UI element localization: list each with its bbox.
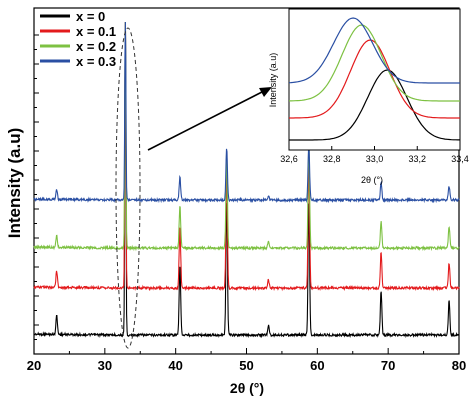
legend-label: x = 0.2 xyxy=(76,39,116,54)
legend-label: x = 0 xyxy=(76,9,105,24)
x-tick-label: 30 xyxy=(98,358,112,373)
x-tick-label: 60 xyxy=(310,358,324,373)
xrd-trace xyxy=(33,21,460,252)
inset-x-tick-label: 32,6 xyxy=(280,154,298,164)
inset-trace xyxy=(288,17,460,84)
inset-x-tick-label: 33,0 xyxy=(366,154,384,164)
inset-x-label: 2θ (°) xyxy=(361,175,383,185)
peak-highlight-ellipse xyxy=(115,27,141,349)
main-traces xyxy=(33,21,460,339)
main-x-ticks: 20 30 40 50 60 70 80 xyxy=(27,348,466,373)
legend-label: x = 0.1 xyxy=(76,24,116,39)
zoom-arrow-head xyxy=(259,87,272,97)
x-tick-label: 20 xyxy=(27,358,41,373)
legend: x = 0x = 0.1x = 0.2x = 0.3 xyxy=(40,9,116,69)
inset-trace xyxy=(289,69,460,141)
inset-x-ticks: 32,6 32,8 33,0 33,2 33,4 xyxy=(280,146,469,164)
legend-label: x = 0.3 xyxy=(76,54,116,69)
zoom-arrow xyxy=(147,91,263,151)
xrd-trace xyxy=(33,21,460,292)
inset-trace xyxy=(289,24,460,102)
inset-trace xyxy=(289,39,460,119)
main-y-label: Intensity (a.u) xyxy=(5,128,24,239)
inset-y-label: Intensity (a.u) xyxy=(268,53,278,108)
x-tick-label: 40 xyxy=(168,358,182,373)
inset-traces xyxy=(288,17,460,141)
x-tick-label: 80 xyxy=(452,358,466,373)
xrd-trace xyxy=(33,21,460,204)
x-tick-label: 70 xyxy=(381,358,395,373)
main-x-label: 2θ (°) xyxy=(230,380,264,396)
x-tick-label: 50 xyxy=(239,358,253,373)
inset-x-tick-label: 33,2 xyxy=(408,154,426,164)
inset-plot-frame xyxy=(288,8,461,151)
inset-x-tick-label: 33,4 xyxy=(451,154,469,164)
main-y-ticks xyxy=(34,34,39,340)
xrd-trace xyxy=(33,21,460,339)
inset-x-tick-label: 32,8 xyxy=(323,154,341,164)
